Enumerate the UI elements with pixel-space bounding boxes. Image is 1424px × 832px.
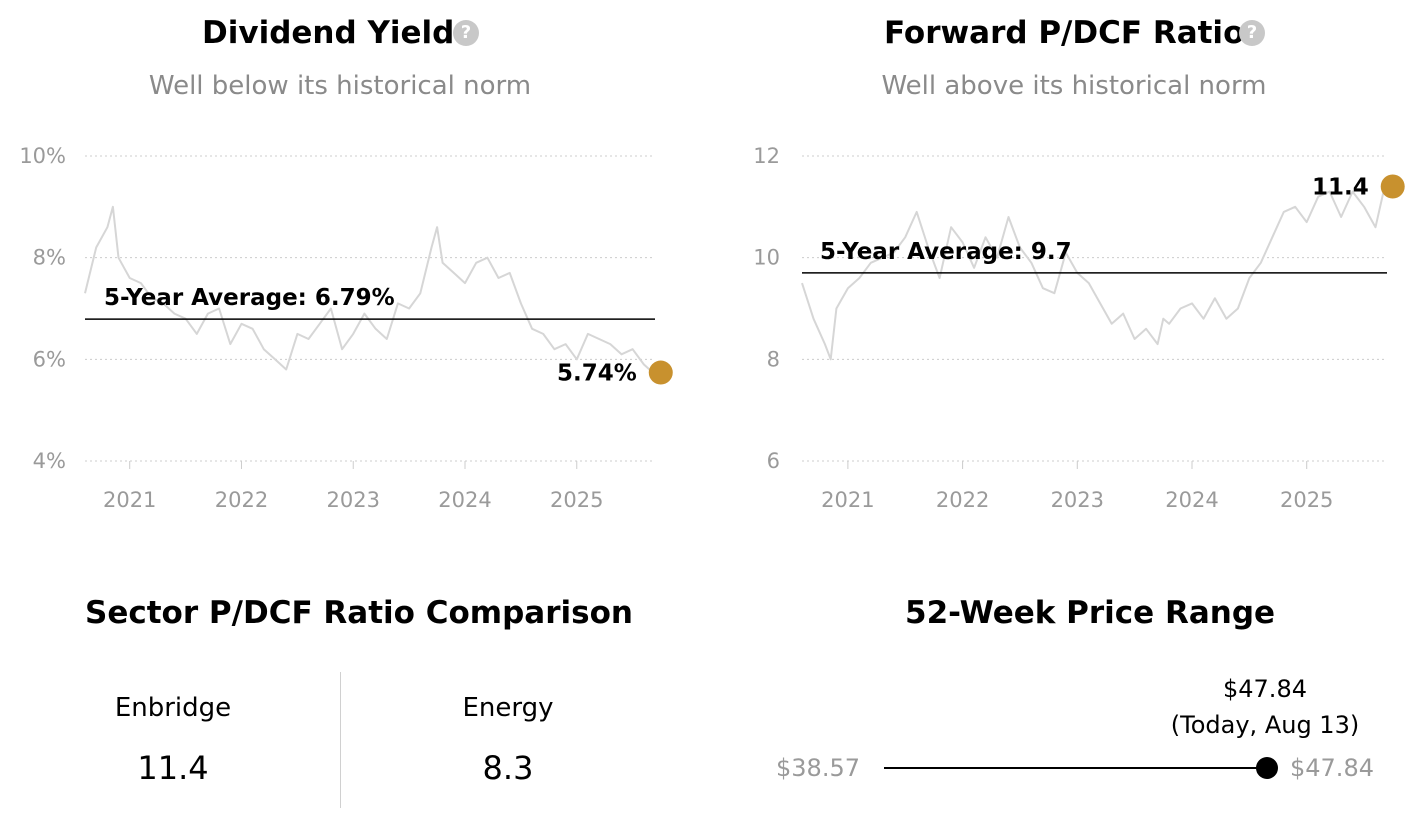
pdcf-chart: 12 10 8 6 2021 2022 2023 2024 2025 5-Year Average… [753,144,1405,512]
y-tick-label: 8 [767,347,780,371]
y-tick-label: 10% [19,144,66,168]
y-tick-label: 12 [753,144,780,168]
price-range-current-value: $47.84 [1223,675,1307,703]
x-tick-label: 2024 [1165,488,1218,512]
y-tick-label: 6 [767,449,780,473]
sector-divider [340,672,341,808]
y-tick-label: 6% [33,347,66,371]
dividend-yield-subtitle: Well below its historical norm [148,71,532,101]
sector-comparison-title: Sector P/DCF Ratio Comparison [85,595,633,631]
price-range-current-note: (Today, Aug 13) [1170,711,1360,739]
pdcf-title: Forward P/DCF Ratio [884,15,1245,51]
current-value-dot [1380,174,1405,199]
pdcf-help-icon[interactable]: ? [1239,20,1265,46]
x-tick-label: 2021 [103,488,156,512]
dividend-help-icon[interactable]: ? [453,20,479,46]
price-range-track [884,767,1267,769]
price-range-title: 52-Week Price Range [905,595,1276,631]
x-tick-label: 2022 [215,488,268,512]
price-range-low: $38.57 [776,754,860,782]
average-label: 5-Year Average: 9.7 [820,239,1072,265]
price-range-marker [1256,757,1278,779]
x-tick-label: 2023 [327,488,380,512]
x-tick-label: 2025 [550,488,603,512]
price-range-high: $47.84 [1290,754,1374,782]
y-tick-label: 4% [33,449,66,473]
dividend-yield-title: Dividend Yield [202,15,455,51]
sector-label-enbridge: Enbridge [114,693,232,723]
series-line [801,186,1386,361]
sector-value-enbridge: 11.4 [137,749,209,787]
sector-label-energy: Energy [462,693,554,723]
series-line [84,205,654,374]
x-tick-label: 2022 [936,488,989,512]
y-tick-label: 10 [753,246,780,270]
sector-value-energy: 8.3 [482,749,534,787]
current-value-label: 11.4 [1312,175,1369,201]
y-tick-label: 8% [33,246,66,270]
average-label: 5-Year Average: 6.79% [104,285,395,311]
dividend-yield-chart: 10% 8% 6% 4% 2021 2022 2023 2024 2025 5-Year Aver… [19,144,673,512]
x-tick-label: 2023 [1051,488,1104,512]
current-value-label: 5.74% [557,361,637,387]
x-tick-label: 2024 [438,488,491,512]
x-tick-label: 2025 [1280,488,1333,512]
pdcf-subtitle: Well above its historical norm [881,71,1267,101]
current-value-dot [648,360,673,385]
x-tick-label: 2021 [821,488,874,512]
